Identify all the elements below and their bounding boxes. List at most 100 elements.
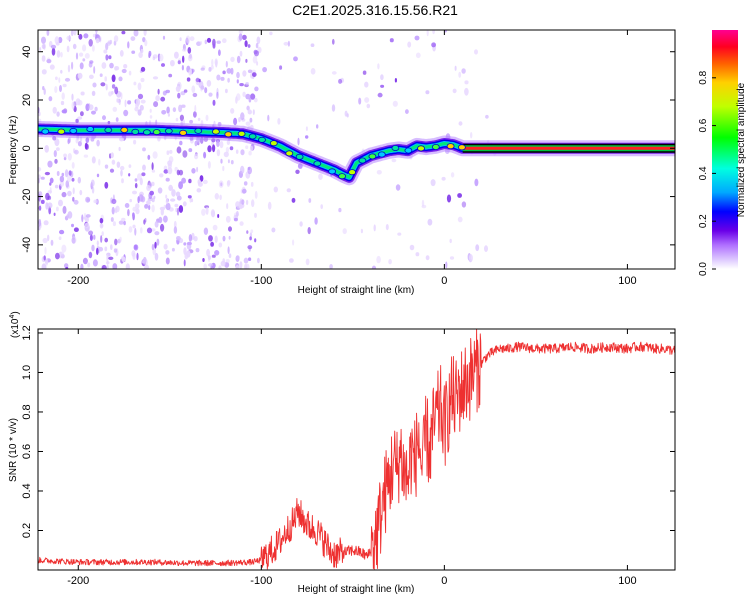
spectrogram-speckle [273,186,278,193]
spectrogram-speckle [95,33,98,38]
spectrogram-speckle [67,153,72,161]
spectrogram-speckle [199,41,203,45]
spectrogram-speckle [397,232,402,236]
spectrogram-speckle [128,226,133,233]
spectrogram-speckle [364,81,369,88]
spectrogram-speckle [148,205,151,210]
spectrogram-speckle [188,234,193,242]
spectrogram-speckle [41,263,47,269]
snr-y-ticks: 0.2 0.4 0.6 0.8 1.0 1.2 [21,325,675,538]
spectrogram-speckle [109,62,114,69]
spectrogram-speckle [216,74,221,81]
spectrogram-speckle [79,52,84,57]
spectrogram-speckle [78,33,83,40]
spectrogram-ridge-blob [358,157,367,164]
spectrogram-speckle [445,261,448,269]
spectrogram-speckle [227,246,230,254]
spectrogram-speckle [137,196,140,204]
spectrogram-speckle [247,69,253,74]
spectrogram-speckle [62,83,67,88]
spectrogram-speckle [61,172,65,177]
spectrogram-speckle [168,156,174,163]
spectrogram-speckle [143,30,147,36]
spectrogram-speckle [318,173,323,180]
spectrogram-speckle [38,218,42,227]
spectrogram-speckle [86,198,91,202]
spectrogram-speckle [464,80,469,85]
spectrogram-speckle [136,252,139,261]
spectrogram-speckle [254,212,257,218]
spectrogram-speckle [112,263,118,269]
spectrogram-speckle [194,140,198,147]
spectrogram-speckle [40,199,45,204]
spectrogram-speckle [140,77,145,83]
spectrogram-speckle [358,97,362,105]
spectrogram-speckle [123,64,128,69]
spectrogram-speckle [90,137,95,142]
spectrogram-speckle [90,179,95,187]
spectrogram-speckle [179,140,183,146]
spectrogram-speckle [94,106,98,112]
spectrogram-speckle [144,264,150,269]
spectrogram-speckle [148,50,152,57]
spectrogram-speckle [75,138,79,144]
spectrogram-speckle [61,109,67,114]
spectrogram-speckle [168,184,173,191]
spectrogram-speckle [118,220,124,225]
spectrogram-speckle [101,231,104,237]
spectrogram-speckle [197,117,201,122]
spectrogram-speckle [54,184,59,189]
spectrogram-ridge-blob [269,140,278,147]
spectrogram-speckle [205,206,209,215]
spectrogram-speckle [67,174,72,183]
spectrogram-speckle [200,67,205,71]
spectrogram-speckle [132,212,135,218]
spectrogram-speckle [239,200,243,204]
spectrogram-speckle [147,154,151,160]
spectrogram-speckle [291,197,296,203]
spectrogram-speckle [163,215,168,223]
spectrogram-speckle [380,74,384,81]
spectrogram-speckle [214,250,220,256]
spectrogram-speckle [71,177,75,182]
spectrogram-frame [37,29,676,270]
spectrogram-speckle [211,59,214,67]
spectrogram-speckle [376,255,381,264]
spectrogram-speckle [207,255,212,260]
spectrogram-speckle [152,76,159,80]
spectrogram-speckle [188,148,193,153]
spectrogram-speckle [82,58,86,62]
spectrogram-speckle [66,45,70,53]
spectrogram-speckle [95,30,98,34]
spectrogram-ridge-blob [142,129,151,136]
spectrogram-speckle [132,224,136,229]
spectrogram-speckle [240,165,245,174]
spectrogram-ridge-blob [179,129,188,136]
spectrogram-speckle [208,67,212,72]
spectrogram-speckle [255,43,259,49]
spectrogram-speckle [99,73,103,77]
snr-y-tick-label: 0.6 [21,444,33,459]
spectrogram-speckle [143,256,147,264]
colorbar-tick-label: 0.6 [698,118,709,132]
spectrogram-speckle [111,84,116,89]
spectrogram-speckle [111,90,114,95]
spectrogram-speckle [118,146,121,152]
spectrogram-speckle [70,30,74,37]
spectrogram-speckle [205,114,209,122]
spectrogram-speckle [222,38,227,44]
spectrogram-speckle [283,41,289,46]
spectrogram-speckle [99,217,104,224]
spectrogram-speckle [242,188,247,194]
spectrogram-speckle [127,100,132,105]
spectrogram-speckle [40,176,45,180]
spectrogram-speckle [112,106,118,112]
spectrogram-speckle [111,159,116,165]
spectrogram-speckle [228,253,232,258]
spectrogram-speckle [249,232,253,238]
spectrogram-speckle [127,41,130,49]
spectrogram-speckle [262,67,267,73]
spectrogram-speckle [217,214,220,218]
spectrogram-speckle [182,55,185,63]
spectrogram-speckle [191,85,196,93]
